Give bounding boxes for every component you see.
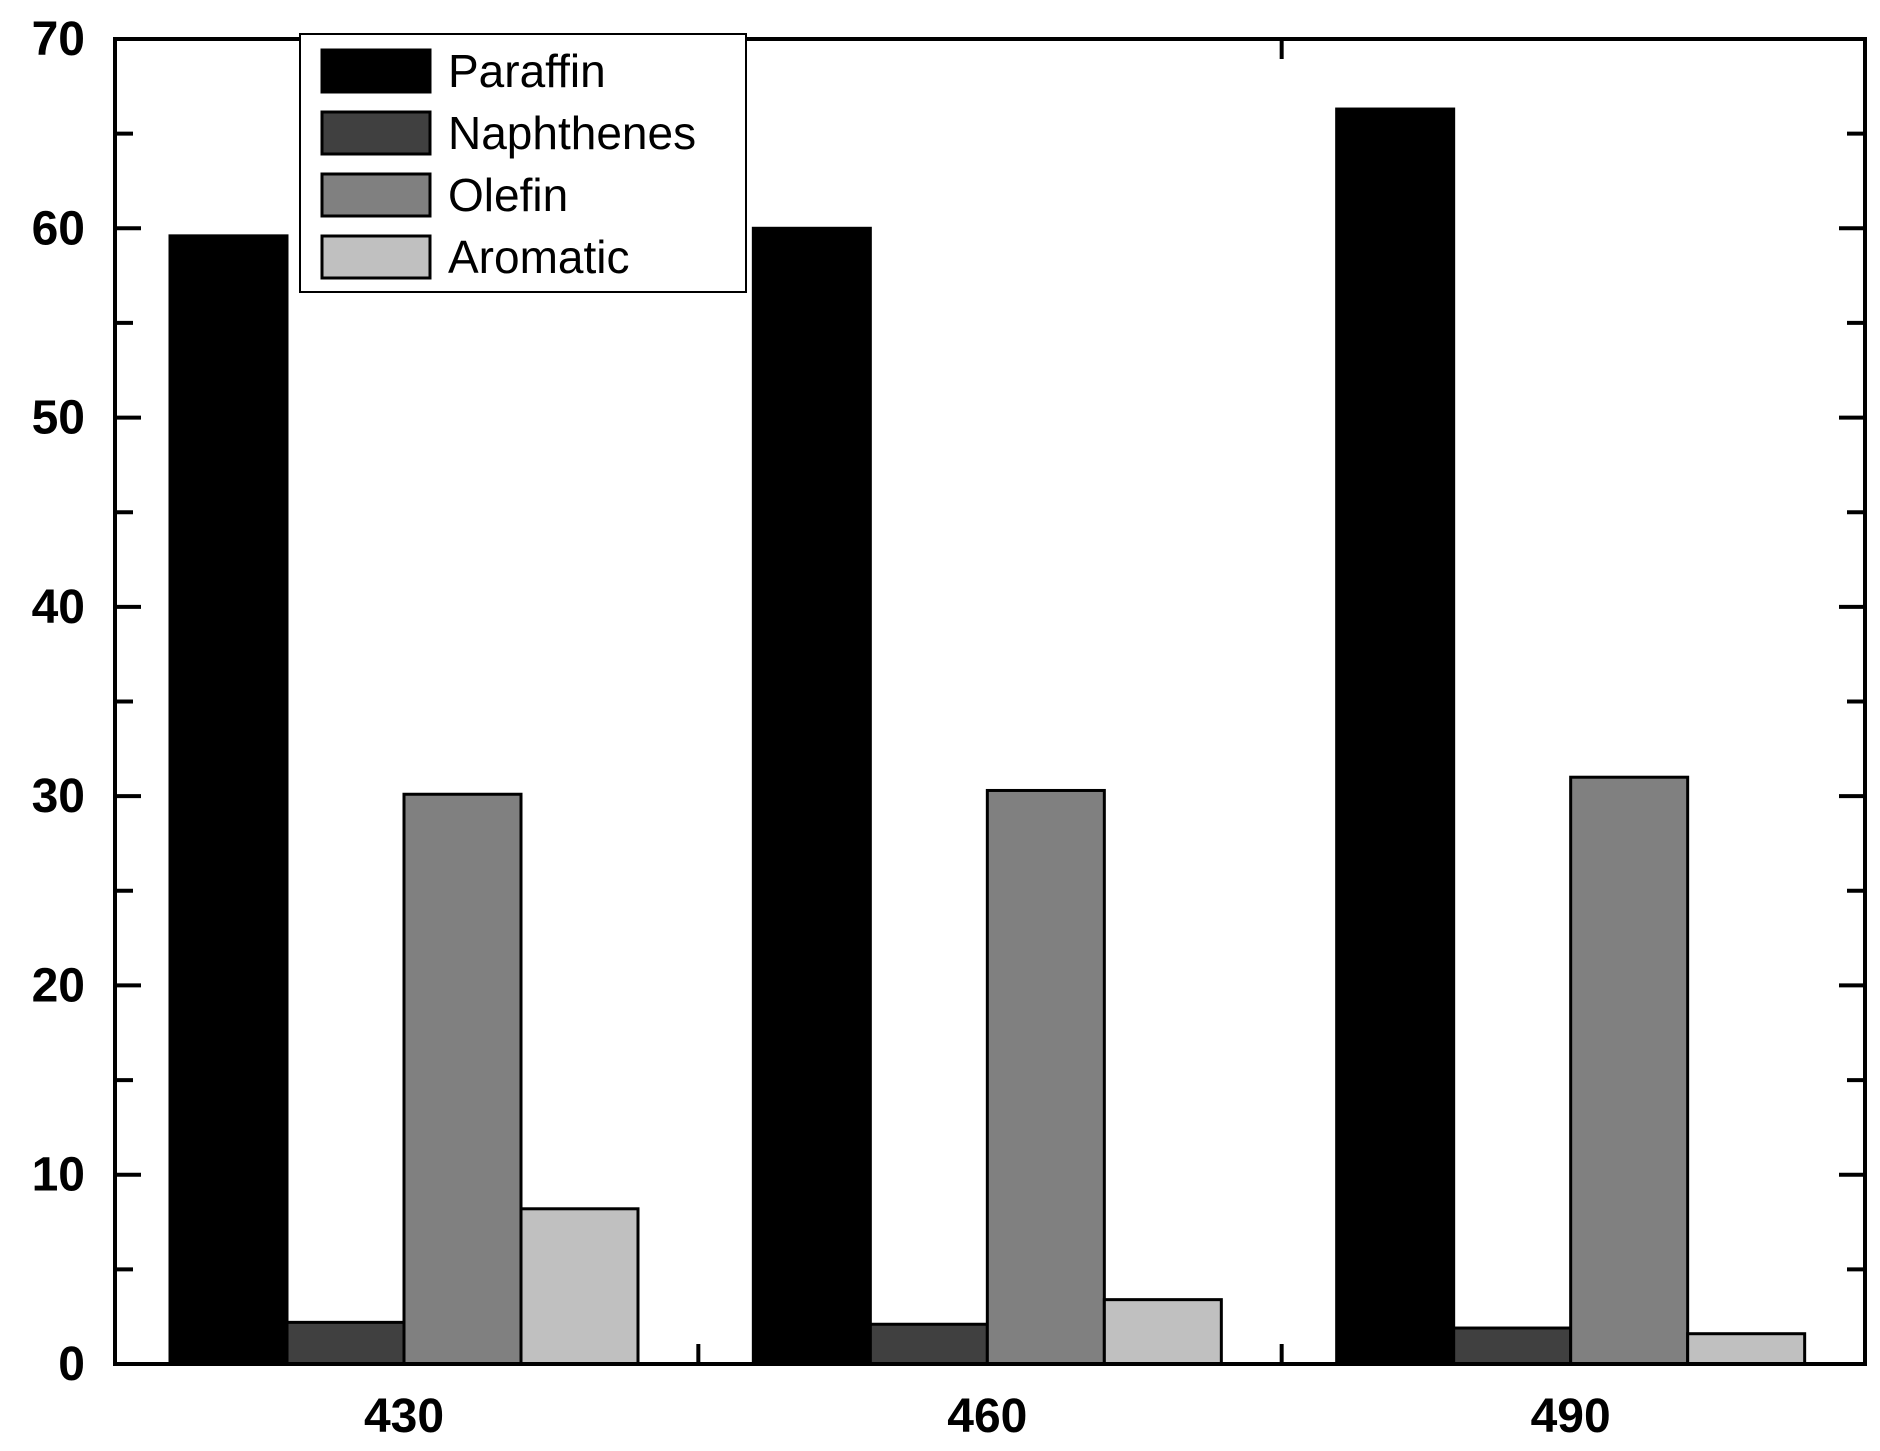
bar-aromatic-430 [519, 1207, 640, 1366]
bar-olefin-460 [985, 788, 1106, 1366]
bars-layer [168, 107, 1807, 1366]
y-tick-label-20: 20 [32, 959, 85, 1012]
legend: Paraffin Naphthenes Olefin Aromatic [299, 33, 747, 293]
bar-naphthenes-490 [1452, 1326, 1573, 1366]
axes-layer: 0 10 20 30 40 50 60 70 430 460 490 [32, 13, 1867, 1443]
bar-aromatic-460 [1102, 1298, 1223, 1366]
legend-label-paraffin: Paraffin [448, 45, 606, 97]
x-tick-label-460: 460 [947, 1390, 1027, 1443]
legend-label-naphthenes: Naphthenes [448, 107, 696, 159]
y-tick-label-50: 50 [32, 392, 85, 445]
bar-paraffin-460 [751, 226, 872, 1366]
x-tick-label-490: 490 [1531, 1390, 1611, 1443]
legend-swatch-aromatic [320, 234, 432, 280]
bar-paraffin-490 [1335, 107, 1456, 1366]
bar-aromatic-490 [1686, 1332, 1807, 1366]
bar-olefin-430 [402, 792, 523, 1366]
bar-naphthenes-430 [285, 1320, 406, 1366]
legend-label-aromatic: Aromatic [448, 231, 629, 283]
legend-label-olefin: Olefin [448, 169, 568, 221]
y-tick-label-10: 10 [32, 1149, 85, 1202]
legend-swatch-olefin [320, 172, 432, 218]
bar-naphthenes-460 [868, 1322, 989, 1366]
bar-olefin-490 [1569, 775, 1690, 1366]
y-tick-label-70: 70 [32, 13, 85, 66]
legend-swatch-naphthenes [320, 110, 432, 156]
y-tick-label-60: 60 [32, 202, 85, 255]
y-tick-label-0: 0 [58, 1338, 85, 1391]
y-tick-label-40: 40 [32, 581, 85, 634]
y-tick-label-30: 30 [32, 770, 85, 823]
x-tick-label-430: 430 [364, 1390, 444, 1443]
legend-swatch-paraffin [320, 48, 432, 94]
bar-paraffin-430 [168, 234, 289, 1366]
